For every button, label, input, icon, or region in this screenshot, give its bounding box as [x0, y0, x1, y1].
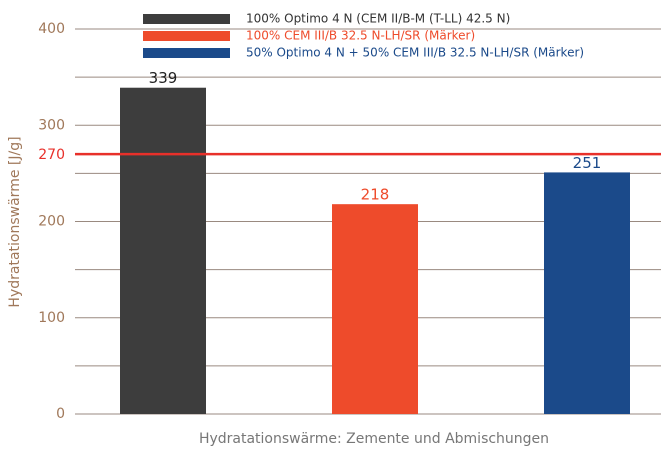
bar	[332, 204, 418, 414]
bar	[120, 87, 206, 415]
y-tick-label: 300	[38, 117, 65, 133]
y-axis-label: Hydratationswärme [J/g]	[7, 136, 23, 307]
legend-swatch	[143, 31, 230, 41]
y-tick-label: 400	[38, 21, 65, 37]
value-label: 251	[573, 154, 602, 172]
legend-swatch	[143, 48, 230, 58]
legend-label: 100% Optimo 4 N (CEM II/B-M (T-LL) 42.5 …	[246, 12, 510, 26]
x-axis-label: Hydratationswärme: Zemente und Abmischun…	[199, 431, 549, 447]
y-tick-label: 200	[38, 214, 65, 230]
value-label: 218	[361, 186, 390, 204]
legend-label: 50% Optimo 4 N + 50% CEM III/B 32.5 N-LH…	[246, 46, 584, 60]
value-label: 339	[149, 69, 178, 87]
y-tick-label: 0	[56, 406, 65, 422]
legend-swatch	[143, 14, 230, 24]
y-tick-label: 100	[38, 310, 65, 326]
bar	[544, 172, 630, 414]
legend-label: 100% CEM III/B 32.5 N-LH/SR (Märker)	[246, 29, 475, 43]
reference-label: 270	[38, 147, 65, 163]
